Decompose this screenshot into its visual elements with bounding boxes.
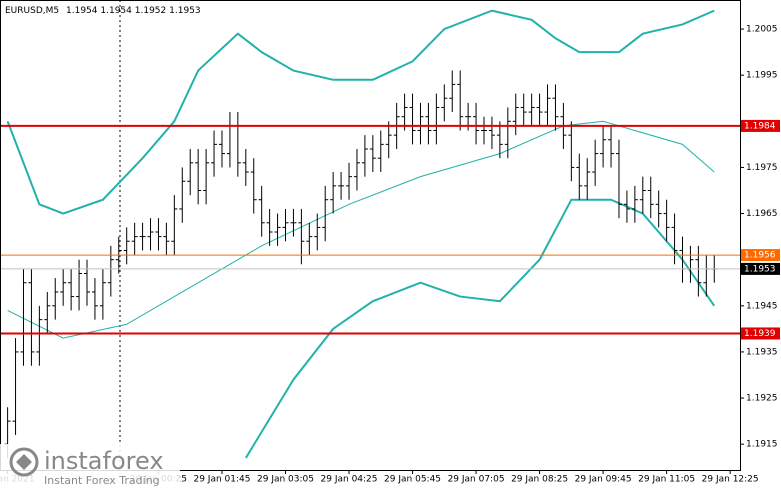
- symbol: EURUSD,M5: [5, 6, 59, 16]
- x-tick-label: 29 Jan 04:25: [321, 475, 378, 485]
- level-label: 1.1956: [744, 251, 776, 261]
- x-tick-label: 29 Jan 12:25: [702, 475, 759, 485]
- logo-icon: [9, 447, 39, 477]
- x-tick-label: 29 Jan 09:45: [575, 475, 632, 485]
- last-price-label: 1.1953: [744, 264, 776, 274]
- x-tick-label: 29 Jan 07:05: [448, 475, 505, 485]
- indicator-line: [244, 198, 716, 459]
- close: 1.1953: [169, 6, 201, 16]
- x-tick-label: 29 Jan 08:25: [511, 475, 568, 485]
- high: 1.1954: [100, 6, 132, 16]
- y-tick-label: 1.1975: [746, 163, 778, 173]
- level-box: [741, 249, 780, 262]
- x-tick-label: 29 Jan 01:45: [193, 475, 250, 485]
- indicator-line: [6, 9, 715, 215]
- watermark: instaforex Instant Forex Trading: [0, 444, 180, 489]
- level-box: [741, 327, 780, 340]
- x-tick-label: 29 Jan 11:05: [638, 475, 695, 485]
- y-tick-label: 1.1925: [746, 394, 778, 404]
- y-tick-label: 1.1935: [746, 347, 778, 357]
- low: 1.1952: [135, 6, 167, 16]
- level-box: [741, 119, 780, 132]
- y-tick-label: 1.1995: [746, 71, 778, 81]
- x-tick-label: 29 Jan 05:45: [384, 475, 441, 485]
- level-label: 1.1984: [744, 121, 776, 131]
- x-tick-label: 29 Jan 03:05: [257, 475, 314, 485]
- y-tick-label: 1.1965: [746, 209, 778, 219]
- y-tick-label: 1.2005: [746, 25, 778, 35]
- logo-mark: [16, 454, 32, 470]
- overlay-layer: 1.2005 1.1995 1.1975 1.1965 1.1945 1.1935 1.19…: [740, 25, 780, 450]
- watermark-name: instaforex: [44, 447, 164, 475]
- open: 1.1954: [66, 6, 98, 16]
- y-tick-label: 1.1945: [746, 301, 778, 311]
- chart-header: EURUSD,M5 1.1954 1.1954 1.1952 1.1953: [5, 6, 201, 16]
- watermark-tagline: Instant Forex Trading: [44, 474, 160, 487]
- y-tick-label: 1.1915: [746, 440, 778, 450]
- plot-frame: [0, 0, 741, 471]
- level-label: 1.1939: [744, 329, 776, 339]
- last-price-box: [741, 262, 780, 275]
